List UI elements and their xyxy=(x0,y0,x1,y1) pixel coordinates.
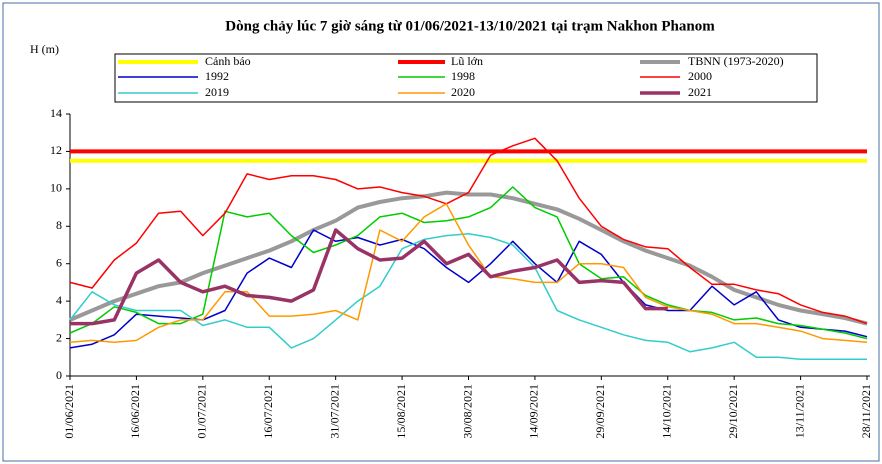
legend-label: Cảnh báo xyxy=(205,54,251,68)
x-tick-label: 15/08/2021 xyxy=(394,384,408,439)
x-tick-label: 01/07/2021 xyxy=(195,384,209,439)
chart-title: Dòng chảy lúc 7 giờ sáng từ 01/06/2021-1… xyxy=(225,18,715,34)
y-tick-label: 6 xyxy=(56,255,62,269)
x-tick-label: 16/06/2021 xyxy=(128,384,142,439)
legend-label: 1998 xyxy=(451,69,475,83)
x-tick-label: 14/09/2021 xyxy=(527,384,541,439)
x-tick-label: 14/10/2021 xyxy=(660,384,674,439)
legend-label: TBNN (1973-2020) xyxy=(688,54,784,68)
legend-label: 2000 xyxy=(688,69,712,83)
series-line xyxy=(69,203,868,344)
y-tick-label: 10 xyxy=(50,181,62,195)
series-line xyxy=(69,137,868,325)
legend-label: 2021 xyxy=(688,85,712,99)
legend-label: 2020 xyxy=(451,85,475,99)
x-tick-label: 28/11/2021 xyxy=(859,384,873,438)
y-tick-label: 0 xyxy=(56,368,62,382)
series-line xyxy=(69,186,868,340)
legend-label: Lũ lớn xyxy=(451,54,483,68)
y-tick-label: 12 xyxy=(50,143,62,157)
series-line xyxy=(69,233,867,360)
y-tick-label: 8 xyxy=(56,218,62,232)
y-tick-label: 2 xyxy=(56,330,62,344)
y-axis-label: H (m) xyxy=(30,42,59,56)
x-tick-label: 29/09/2021 xyxy=(593,384,607,439)
series-line xyxy=(70,228,668,326)
legend-label: 2019 xyxy=(205,85,229,99)
legend-label: 1992 xyxy=(205,69,229,83)
x-tick-label: 16/07/2021 xyxy=(261,384,275,439)
x-tick-label: 30/08/2021 xyxy=(460,384,474,439)
y-tick-label: 4 xyxy=(56,293,62,307)
series-line xyxy=(69,190,868,326)
x-tick-label: 29/10/2021 xyxy=(726,384,740,439)
legend-box xyxy=(114,53,818,103)
x-tick-label: 13/11/2021 xyxy=(792,384,806,438)
x-tick-label: 31/07/2021 xyxy=(327,384,341,439)
y-tick-label: 14 xyxy=(50,106,62,120)
x-tick-label: 01/06/2021 xyxy=(62,384,76,439)
